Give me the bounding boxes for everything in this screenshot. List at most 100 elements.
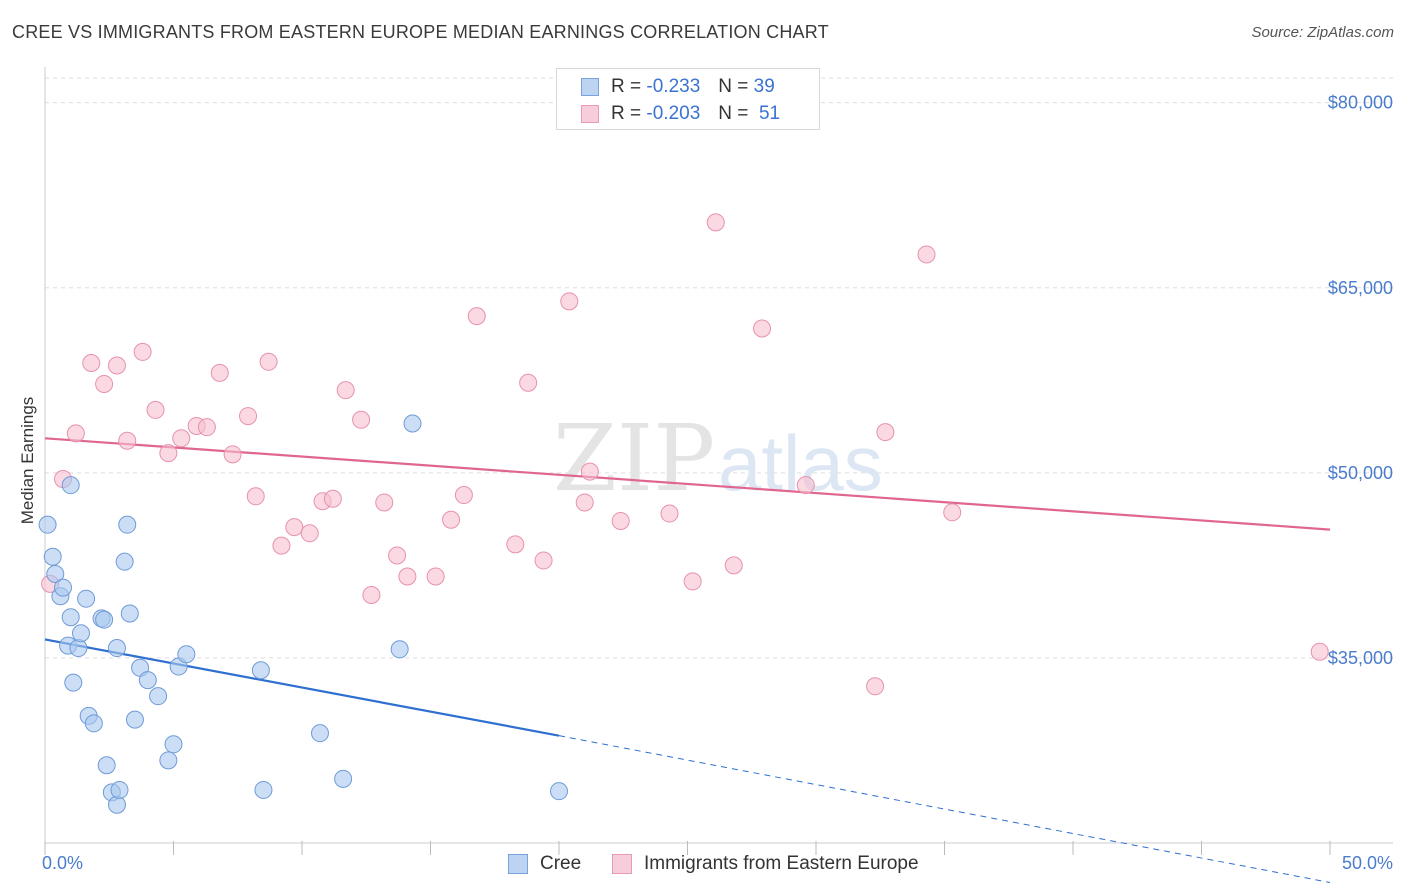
imm-point xyxy=(375,493,394,512)
bottom-legend-imm: Immigrants from Eastern Europe xyxy=(612,851,919,877)
legend-r-value: -0.233 xyxy=(646,76,701,97)
cree-point xyxy=(164,735,183,754)
legend-r-label: R = xyxy=(611,103,642,124)
cree-point xyxy=(64,673,83,692)
cree-point xyxy=(251,661,270,680)
imm-point xyxy=(172,429,191,448)
cree-point xyxy=(95,610,114,629)
imm-point xyxy=(506,535,525,554)
imm-point xyxy=(534,551,553,570)
cree-point xyxy=(84,714,103,733)
cree-point xyxy=(61,608,80,627)
imm-point xyxy=(210,363,229,382)
imm-point xyxy=(362,585,381,604)
legend-n-value: 39 xyxy=(753,76,775,97)
legend-swatch-imm xyxy=(581,105,599,123)
cree-point xyxy=(120,604,139,623)
cree-point xyxy=(177,645,196,664)
correlation-legend: R = -0.233 N = 39 R = -0.203 N = 51 xyxy=(556,68,820,130)
chart-title: CREE VS IMMIGRANTS FROM EASTERN EUROPE M… xyxy=(12,22,829,42)
legend-row-cree: R = -0.233 N = 39 xyxy=(557,74,775,100)
imm-point xyxy=(917,245,936,264)
cree-point xyxy=(61,476,80,495)
cree-point xyxy=(159,751,178,770)
cree-trend-extension xyxy=(558,735,1331,883)
imm-point xyxy=(323,489,342,508)
cree-point xyxy=(107,639,126,658)
cree-point xyxy=(550,782,568,801)
imm-point xyxy=(580,462,599,481)
legend-n-label: N = xyxy=(718,76,749,97)
imm-point xyxy=(467,307,486,326)
imm-point xyxy=(352,410,371,429)
imm-point xyxy=(454,486,473,505)
cree-trend-line xyxy=(44,638,560,737)
cree-point xyxy=(390,640,409,659)
cree-point xyxy=(110,780,129,799)
imm-point xyxy=(442,510,461,529)
cree-point xyxy=(403,414,422,433)
bottom-legend-label-cree: Cree xyxy=(540,853,582,874)
y-tick-label: $50,000 xyxy=(1328,463,1393,483)
cree-point xyxy=(53,578,72,597)
cree-point xyxy=(118,515,137,534)
cree-point xyxy=(254,780,273,799)
bottom-swatch-cree xyxy=(508,854,528,874)
imm-point xyxy=(683,572,702,591)
cree-point xyxy=(334,769,353,788)
y-axis-title: Median Earnings xyxy=(18,397,37,525)
imm-point xyxy=(133,342,152,361)
cree-point xyxy=(43,547,62,566)
chart-source: Source: ZipAtlas.com xyxy=(1251,24,1394,41)
watermark-zip: ZIP xyxy=(553,405,715,512)
cree-point xyxy=(107,795,126,814)
cree-point xyxy=(69,639,88,658)
imm-point xyxy=(146,400,165,419)
legend-r-label: R = xyxy=(611,76,642,97)
bottom-legend-label-imm: Immigrants from Eastern Europe xyxy=(644,853,919,874)
data-points xyxy=(38,213,1329,814)
imm-point xyxy=(66,424,85,443)
imm-point xyxy=(753,319,772,338)
imm-point xyxy=(876,423,895,442)
axes xyxy=(44,67,1393,855)
imm-point xyxy=(159,444,178,463)
cree-point xyxy=(77,589,96,608)
cree-point xyxy=(71,624,90,643)
imm-point xyxy=(575,493,594,512)
cree-point xyxy=(149,687,168,706)
imm-point xyxy=(866,677,885,696)
imm-point xyxy=(285,518,304,537)
y-tick-label: $35,000 xyxy=(1328,648,1393,668)
cree-point xyxy=(138,671,157,690)
bottom-legend-cree: Cree xyxy=(508,851,581,877)
imm-point xyxy=(519,373,538,392)
watermark-atlas: atlas xyxy=(718,419,883,507)
imm-point xyxy=(82,354,101,373)
imm-point xyxy=(95,375,114,393)
trend-lines xyxy=(44,437,1331,883)
x-tick-label: 50.0% xyxy=(1342,853,1393,873)
imm-trend-line xyxy=(44,437,1331,531)
imm-point xyxy=(107,356,126,375)
imm-point xyxy=(426,567,445,586)
cree-point xyxy=(38,515,57,534)
watermark: ZIP atlas xyxy=(553,405,883,512)
legend-row-imm: R = -0.203 N = 51 xyxy=(557,101,780,127)
imm-point xyxy=(300,524,319,543)
imm-point xyxy=(388,546,407,565)
imm-point xyxy=(660,504,679,523)
imm-point xyxy=(239,407,258,426)
imm-point xyxy=(223,445,242,464)
imm-point xyxy=(259,352,278,371)
legend-r-value: -0.203 xyxy=(646,103,701,124)
imm-point xyxy=(246,487,265,506)
imm-point xyxy=(1310,642,1329,661)
imm-point xyxy=(197,418,216,437)
cree-point xyxy=(46,565,65,584)
imm-point xyxy=(118,431,137,450)
cree-point xyxy=(125,710,144,729)
grid-lines xyxy=(45,77,1393,659)
cree-point xyxy=(115,552,134,571)
